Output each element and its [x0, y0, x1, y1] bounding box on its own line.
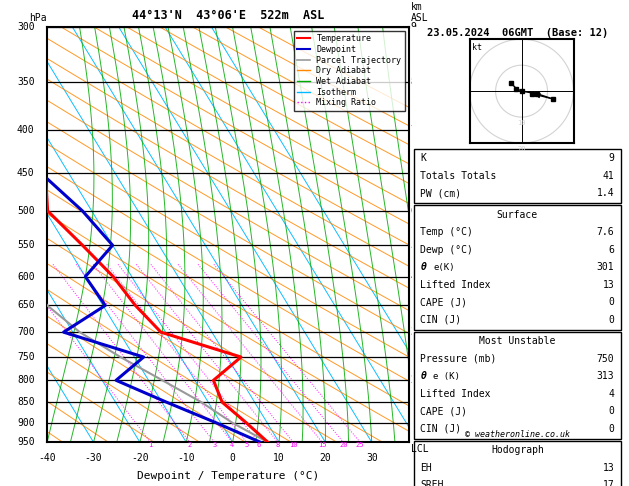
Text: 450: 450: [17, 168, 35, 178]
Text: EH: EH: [420, 463, 432, 473]
Text: Surface: Surface: [497, 210, 538, 220]
Text: LCL: LCL: [411, 444, 428, 454]
Bar: [414, 206, 621, 330]
Text: -30: -30: [85, 452, 103, 463]
Text: Totals Totals: Totals Totals: [420, 171, 497, 181]
Text: 20: 20: [339, 442, 348, 448]
Text: 313: 313: [597, 371, 615, 381]
Text: 44°13'N  43°06'E  522m  ASL: 44°13'N 43°06'E 522m ASL: [132, 9, 324, 22]
Text: Temp (°C): Temp (°C): [420, 227, 473, 238]
Text: 8: 8: [411, 77, 416, 87]
Bar: [414, 149, 621, 203]
Text: 550: 550: [17, 240, 35, 250]
Text: 1: 1: [148, 442, 152, 448]
Text: 9: 9: [608, 154, 615, 163]
Text: 7.6: 7.6: [597, 227, 615, 238]
Text: 6: 6: [608, 245, 615, 255]
Text: 6: 6: [257, 442, 260, 448]
Text: © weatheronline.co.uk: © weatheronline.co.uk: [465, 430, 570, 439]
Text: Pressure (mb): Pressure (mb): [420, 354, 497, 364]
Text: 2: 2: [411, 375, 416, 385]
Legend: Temperature, Dewpoint, Parcel Trajectory, Dry Adiabat, Wet Adiabat, Isotherm, Mi: Temperature, Dewpoint, Parcel Trajectory…: [294, 31, 404, 110]
Text: 2: 2: [187, 442, 192, 448]
Text: 750: 750: [17, 352, 35, 362]
Text: 301: 301: [597, 262, 615, 272]
Text: e (K): e (K): [433, 372, 460, 381]
Text: 950: 950: [17, 437, 35, 447]
Text: km
ASL: km ASL: [411, 2, 428, 22]
Text: 900: 900: [17, 418, 35, 428]
Text: hPa: hPa: [29, 13, 47, 22]
Text: Mixing Ratio (g/kg): Mixing Ratio (g/kg): [432, 179, 442, 290]
Text: 3: 3: [411, 327, 416, 337]
Text: CAPE (J): CAPE (J): [420, 297, 467, 307]
Text: 23.05.2024  06GMT  (Base: 12): 23.05.2024 06GMT (Base: 12): [426, 28, 608, 37]
Text: 25: 25: [356, 442, 364, 448]
Text: 1.4: 1.4: [597, 189, 615, 198]
Text: 10: 10: [289, 442, 298, 448]
Text: 750: 750: [597, 354, 615, 364]
Text: e(K): e(K): [433, 263, 455, 272]
Text: θ: θ: [420, 371, 426, 381]
Text: θ: θ: [420, 262, 426, 272]
Text: 350: 350: [17, 77, 35, 87]
Text: 500: 500: [17, 206, 35, 216]
Text: 700: 700: [17, 327, 35, 337]
Text: 600: 600: [17, 272, 35, 281]
Text: 0: 0: [608, 315, 615, 325]
Text: 5: 5: [411, 240, 416, 250]
Text: 7: 7: [411, 125, 416, 136]
Text: -20: -20: [131, 452, 148, 463]
Text: Most Unstable: Most Unstable: [479, 336, 555, 347]
Text: 13: 13: [603, 280, 615, 290]
Text: PW (cm): PW (cm): [420, 189, 462, 198]
Text: 4: 4: [230, 442, 235, 448]
Text: CIN (J): CIN (J): [420, 315, 462, 325]
Text: 850: 850: [17, 397, 35, 407]
Text: K: K: [420, 154, 426, 163]
Text: 6: 6: [411, 206, 416, 216]
Text: 17: 17: [603, 480, 615, 486]
Text: 0: 0: [608, 406, 615, 416]
Text: 0: 0: [608, 297, 615, 307]
Text: 8: 8: [276, 442, 280, 448]
Text: 300: 300: [17, 22, 35, 32]
Text: 15: 15: [318, 442, 326, 448]
Text: CIN (J): CIN (J): [420, 424, 462, 434]
Text: 10: 10: [273, 452, 285, 463]
Text: -40: -40: [38, 452, 56, 463]
Text: 1: 1: [411, 397, 416, 407]
Text: 0: 0: [608, 424, 615, 434]
Text: 30: 30: [366, 452, 377, 463]
Text: 400: 400: [17, 125, 35, 136]
Text: -10: -10: [177, 452, 195, 463]
Text: 3: 3: [212, 442, 216, 448]
Text: Dewpoint / Temperature (°C): Dewpoint / Temperature (°C): [137, 471, 319, 481]
Text: Lifted Index: Lifted Index: [420, 389, 491, 399]
Text: 9: 9: [411, 22, 416, 32]
Text: 20: 20: [320, 452, 331, 463]
Text: SREH: SREH: [420, 480, 444, 486]
Text: CAPE (J): CAPE (J): [420, 406, 467, 416]
Text: 4: 4: [411, 272, 416, 281]
Text: 13: 13: [603, 463, 615, 473]
Text: 650: 650: [17, 300, 35, 311]
Text: Dewp (°C): Dewp (°C): [420, 245, 473, 255]
Text: 5: 5: [245, 442, 248, 448]
Bar: [414, 441, 621, 486]
Text: 4: 4: [608, 389, 615, 399]
Text: 41: 41: [603, 171, 615, 181]
Bar: [414, 332, 621, 438]
Text: Lifted Index: Lifted Index: [420, 280, 491, 290]
Text: 0: 0: [230, 452, 236, 463]
Text: Hodograph: Hodograph: [491, 445, 544, 455]
Text: 800: 800: [17, 375, 35, 385]
